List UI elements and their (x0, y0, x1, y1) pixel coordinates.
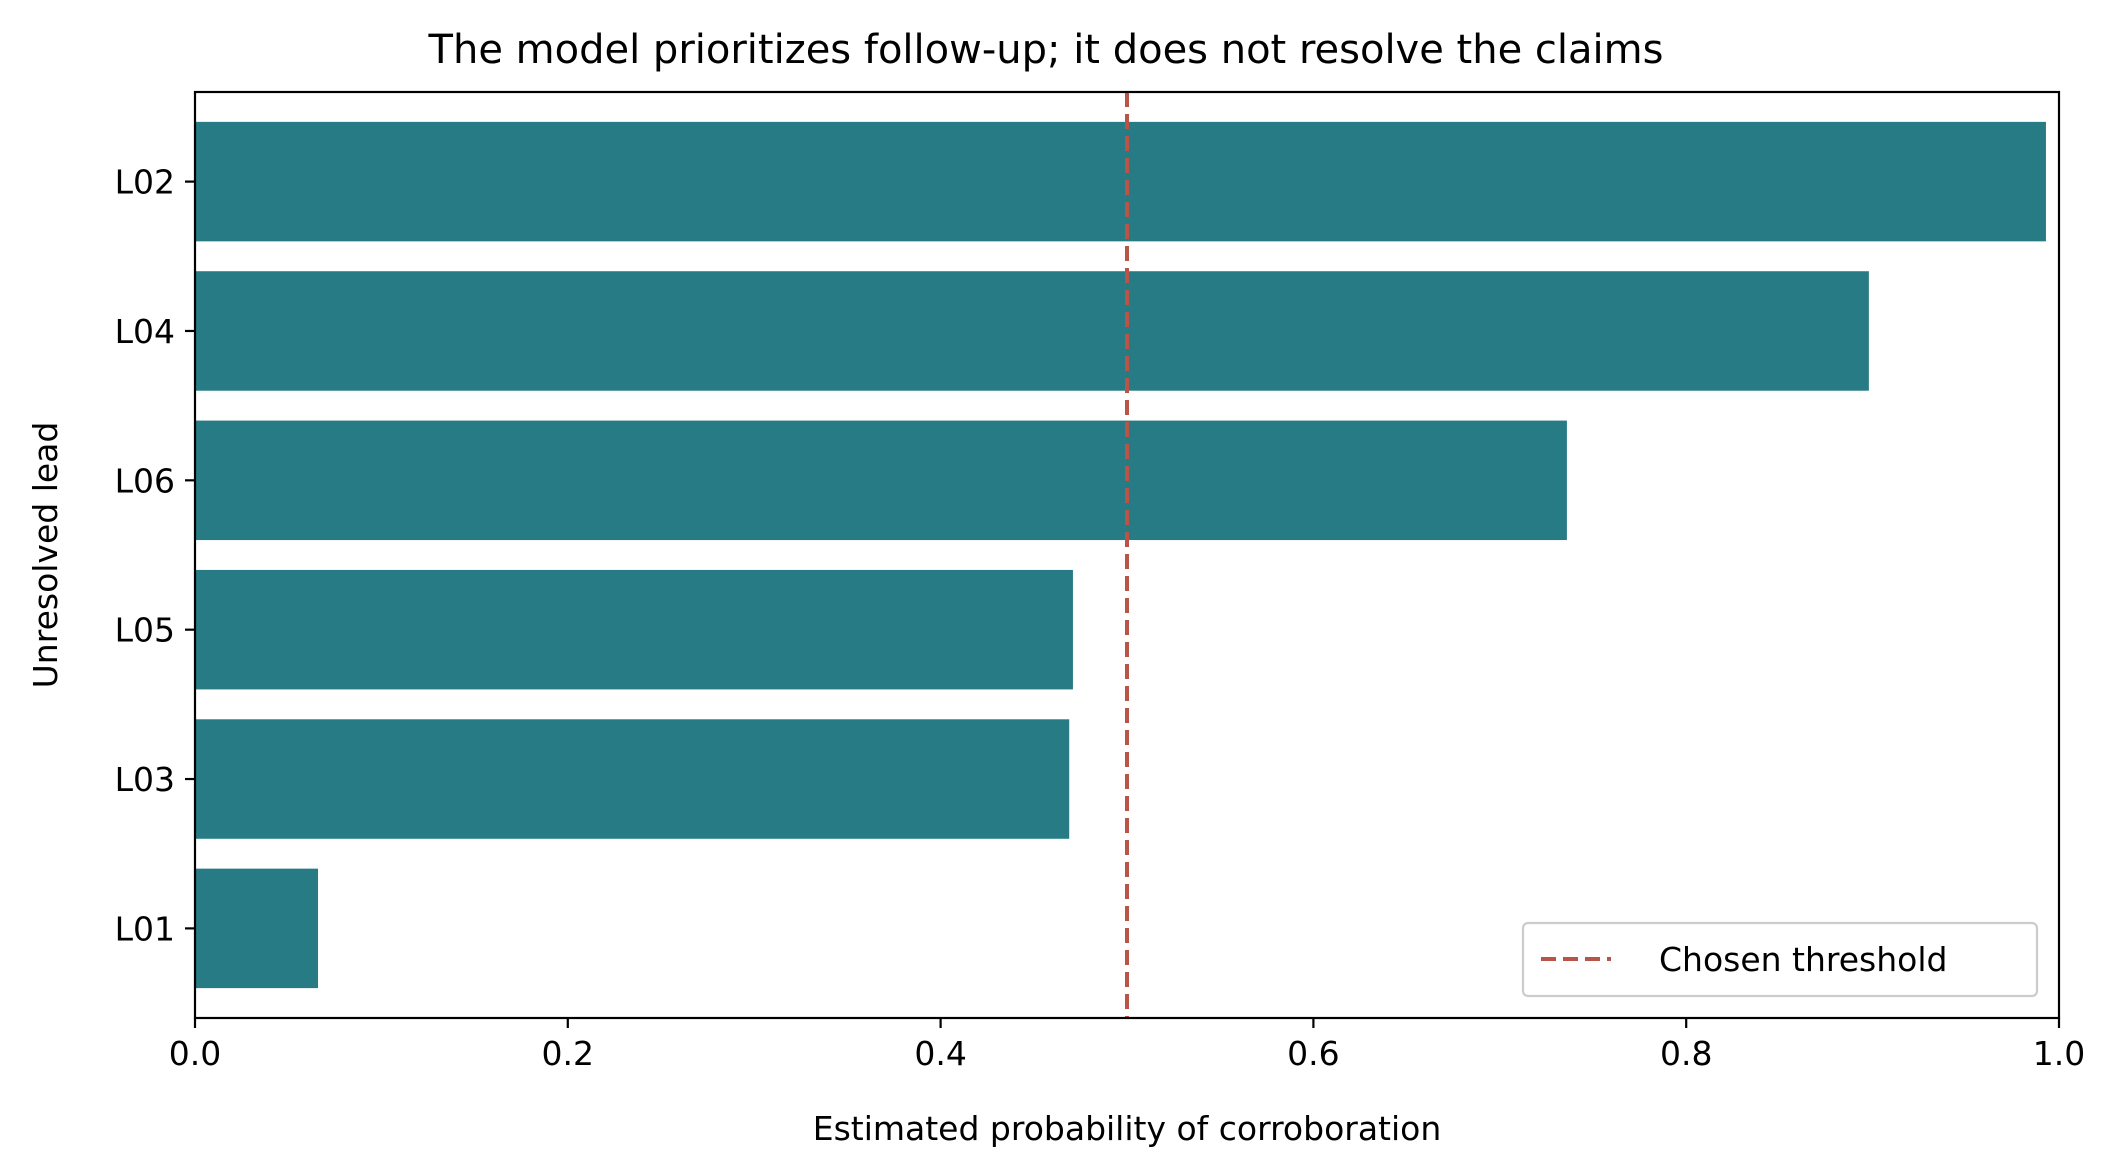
legend: Chosen threshold (1521, 921, 2039, 998)
bar-l02 (195, 121, 2046, 242)
y-tick-label: L01 (115, 909, 175, 948)
bar-l04 (195, 271, 1869, 391)
x-tick-label: 0.8 (1660, 1034, 1712, 1073)
y-tick-label: L02 (115, 163, 175, 202)
legend-threshold-label: Chosen threshold (1659, 940, 1947, 979)
bar-l01 (195, 868, 319, 989)
y-tick-label: L06 (115, 461, 175, 500)
x-tick-label: 0.0 (169, 1034, 221, 1073)
x-tick-label: 0.4 (914, 1034, 966, 1073)
y-tick-label: L04 (115, 312, 175, 351)
y-axis: L02 L04 L06 L05 L03 L01 (115, 163, 195, 948)
plot-area (195, 92, 2046, 1018)
chart-title: The model prioritizes follow-up; it does… (428, 27, 1664, 73)
y-axis-label: Unresolved lead (26, 422, 65, 689)
x-tick-label: 0.2 (542, 1034, 594, 1073)
x-tick-label: 1.0 (2033, 1034, 2085, 1073)
y-tick-label: L05 (115, 611, 175, 650)
x-axis-label: Estimated probability of corroboration (813, 1109, 1442, 1148)
y-tick-label: L03 (115, 760, 175, 799)
x-tick-label: 0.6 (1287, 1034, 1339, 1073)
bar-l03 (195, 719, 1070, 839)
x-axis: 0.0 0.2 0.4 0.6 0.8 1.0 (169, 1018, 2085, 1073)
legend-box (1521, 921, 2039, 998)
plot-frame (193, 90, 2061, 1020)
bar-l06 (195, 420, 1567, 541)
bar-l05 (195, 569, 1073, 690)
